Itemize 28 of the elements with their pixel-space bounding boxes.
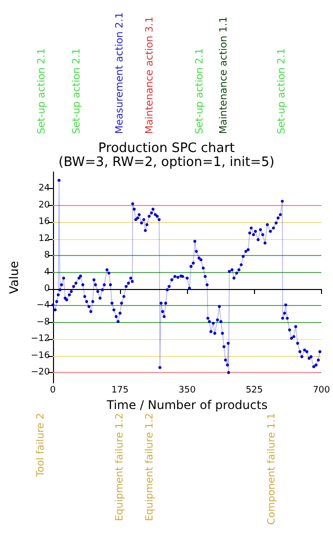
y-tick-label: −8	[36, 317, 50, 328]
text: Set-up action 2.1	[72, 48, 82, 134]
text: Maintenance action 1.1	[218, 16, 230, 134]
y-tick-label: 16	[38, 217, 50, 228]
y-tick-label: 24	[38, 184, 50, 194]
text: Measurement action 2.1	[114, 12, 126, 134]
y-tick-label: −12	[30, 334, 50, 344]
y-tick-label: 12	[38, 234, 50, 244]
text: Tool failure 2	[36, 413, 46, 478]
text: Set-up action 2.1	[36, 48, 48, 134]
y-tick-label: 20	[38, 200, 50, 210]
text: Equipment failure 1.2	[114, 413, 126, 522]
x-tick-label: 175	[111, 386, 129, 396]
text: Maintenance action 3.1	[144, 16, 156, 134]
x-tick-label: 350	[178, 386, 196, 396]
x-tick-label: 700	[312, 386, 330, 396]
y-tick-label: −20	[30, 368, 50, 378]
chart-subtitle: (BW=3, RW=2, option=1, init=5)	[58, 155, 274, 170]
y-tick-label: −16	[30, 350, 50, 361]
y-axis-title: Value	[7, 261, 21, 294]
x-axis-title: Time / Number of products	[106, 398, 268, 412]
text: Set-up action 2.1	[276, 48, 288, 134]
chart-title: Production SPC chart	[98, 141, 235, 156]
y-tick-label: 8	[44, 250, 50, 261]
x-tick-label: 525	[246, 386, 263, 396]
text: Set-up action 2.1	[194, 48, 206, 134]
text: Equipment failure 1.2	[144, 413, 156, 522]
text: Component failure 1.1	[266, 413, 278, 525]
